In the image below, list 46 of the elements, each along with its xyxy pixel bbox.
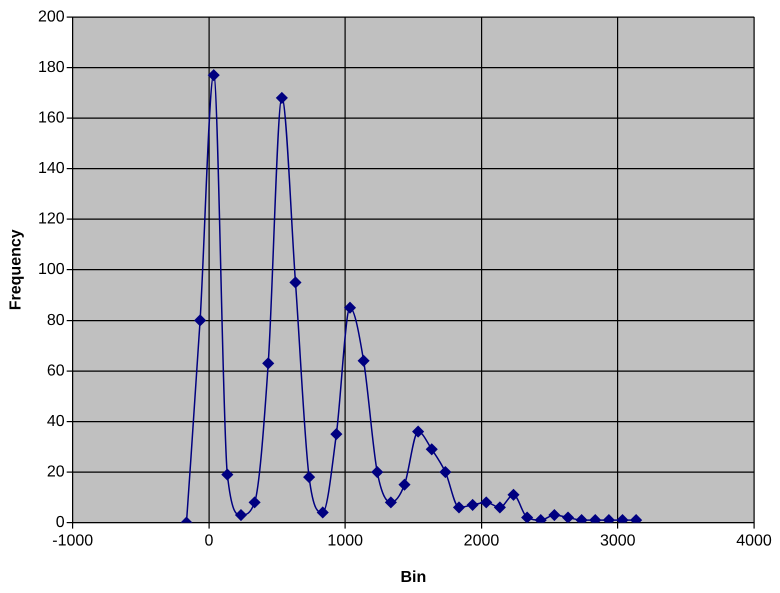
- point: [235, 509, 247, 521]
- x-tick-label: 1000: [327, 532, 364, 550]
- x-tick-label: 4000: [736, 532, 772, 550]
- point: [548, 509, 560, 521]
- y-tick-label: 40: [46, 412, 65, 430]
- point: [412, 426, 424, 438]
- x-tick-label: 0: [204, 532, 214, 550]
- y-tick-label: 200: [38, 8, 65, 26]
- y-axis-title: Frequency: [7, 229, 24, 310]
- x-axis-title: Bin: [400, 568, 426, 586]
- point: [453, 502, 465, 514]
- point: [466, 499, 478, 511]
- y-tick-label: 0: [56, 514, 65, 532]
- point: [290, 276, 302, 288]
- point: [248, 496, 260, 508]
- point: [194, 314, 206, 326]
- point: [276, 92, 288, 104]
- y-tick-label: 20: [46, 463, 65, 480]
- point: [562, 512, 574, 523]
- point: [222, 468, 234, 480]
- y-tick-label: 60: [46, 362, 65, 380]
- point: [508, 489, 520, 501]
- point: [480, 496, 492, 508]
- point: [494, 502, 506, 514]
- y-tick-label: 160: [38, 110, 65, 127]
- point: [398, 478, 410, 490]
- point: [344, 302, 356, 314]
- point: [371, 466, 383, 478]
- point: [426, 444, 438, 456]
- point: [262, 358, 274, 370]
- x-tick-label: -1000: [52, 532, 94, 550]
- point: [440, 466, 452, 478]
- point: [316, 506, 328, 518]
- y-tick-label: 100: [38, 261, 65, 278]
- point: [330, 428, 342, 440]
- y-tick-label: 180: [38, 58, 65, 76]
- x-tick-label: 3000: [600, 532, 636, 550]
- point: [208, 69, 220, 81]
- point: [358, 355, 370, 367]
- x-tick-label: 2000: [464, 532, 500, 550]
- y-tick-label: 140: [38, 160, 65, 178]
- point: [303, 471, 315, 483]
- point: [385, 496, 397, 508]
- y-tick-label: 120: [38, 210, 65, 228]
- y-tick-label: 80: [46, 312, 65, 329]
- point: [521, 512, 533, 523]
